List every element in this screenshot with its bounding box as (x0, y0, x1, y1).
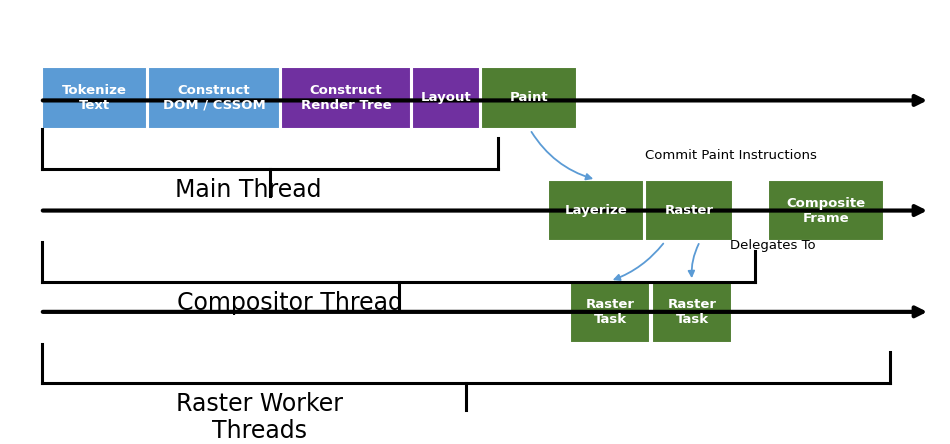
Text: Layerize: Layerize (564, 204, 627, 217)
FancyBboxPatch shape (281, 67, 411, 129)
Text: Tokenize
Text: Tokenize Text (62, 84, 127, 112)
Text: Commit Paint Instructions: Commit Paint Instructions (645, 149, 817, 162)
Text: Raster: Raster (664, 204, 713, 217)
Text: Raster Worker
Threads: Raster Worker Threads (177, 392, 344, 444)
FancyBboxPatch shape (768, 180, 884, 242)
FancyBboxPatch shape (412, 67, 480, 129)
FancyBboxPatch shape (42, 67, 147, 129)
Text: Main Thread: Main Thread (175, 178, 321, 202)
Text: Construct
Render Tree: Construct Render Tree (301, 84, 391, 112)
FancyBboxPatch shape (481, 67, 577, 129)
Text: Raster
Task: Raster Task (668, 298, 716, 326)
FancyBboxPatch shape (570, 281, 650, 343)
FancyBboxPatch shape (148, 67, 280, 129)
FancyBboxPatch shape (645, 180, 733, 242)
Text: Construct
DOM / CSSOM: Construct DOM / CSSOM (162, 84, 265, 112)
Text: Paint: Paint (510, 91, 548, 104)
Text: Composite
Frame: Composite Frame (787, 197, 865, 225)
Text: Compositor Thread: Compositor Thread (177, 291, 403, 315)
FancyBboxPatch shape (548, 180, 644, 242)
FancyBboxPatch shape (652, 281, 732, 343)
Text: Raster
Task: Raster Task (585, 298, 635, 326)
Text: Delegates To: Delegates To (730, 239, 816, 252)
Text: Layout: Layout (421, 91, 471, 104)
